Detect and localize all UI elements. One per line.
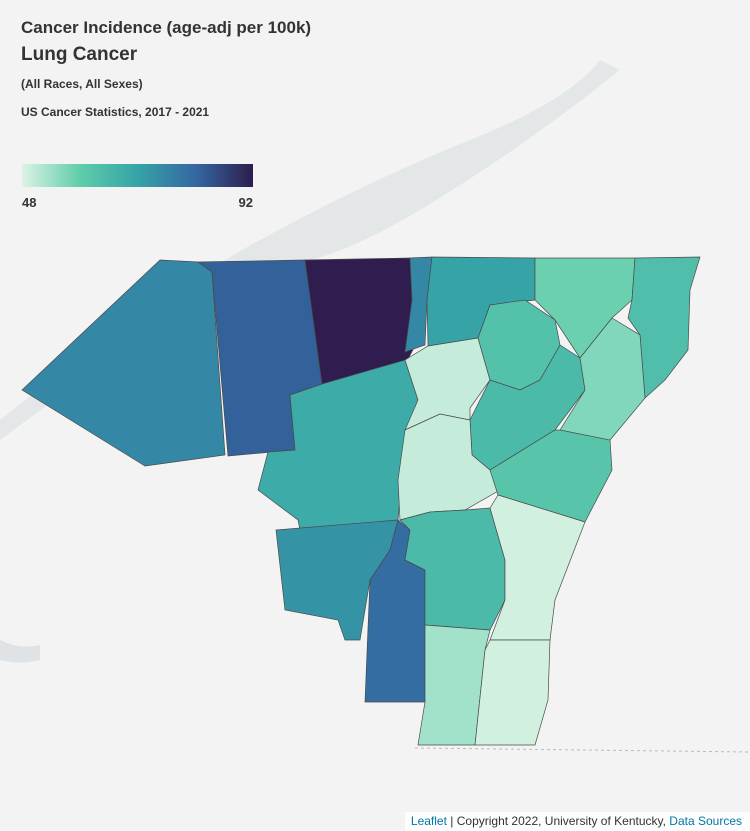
legend-max: 92 — [239, 195, 253, 210]
county[interactable] — [627, 256, 701, 399]
border — [414, 747, 750, 753]
county[interactable] — [399, 507, 506, 631]
leaflet-link[interactable]: Leaflet — [410, 814, 447, 828]
source: US Cancer Statistics, 2017 - 2021 — [21, 105, 210, 119]
attribution: Leaflet | Copyright 2022, University of … — [404, 812, 750, 831]
county[interactable] — [21, 259, 226, 467]
subtitle: Lung Cancer — [21, 44, 138, 65]
copyright: | Copyright 2022, University of Kentucky… — [450, 814, 666, 828]
county[interactable] — [474, 639, 551, 746]
population: (All Races, All Sexes) — [21, 77, 143, 91]
water — [0, 640, 40, 663]
legend-bar — [22, 164, 253, 187]
title: Cancer Incidence (age-adj per 100k) — [21, 18, 312, 37]
legend-min: 48 — [22, 195, 36, 210]
water — [0, 60, 620, 440]
sources-link[interactable]: Data Sources — [669, 814, 742, 828]
